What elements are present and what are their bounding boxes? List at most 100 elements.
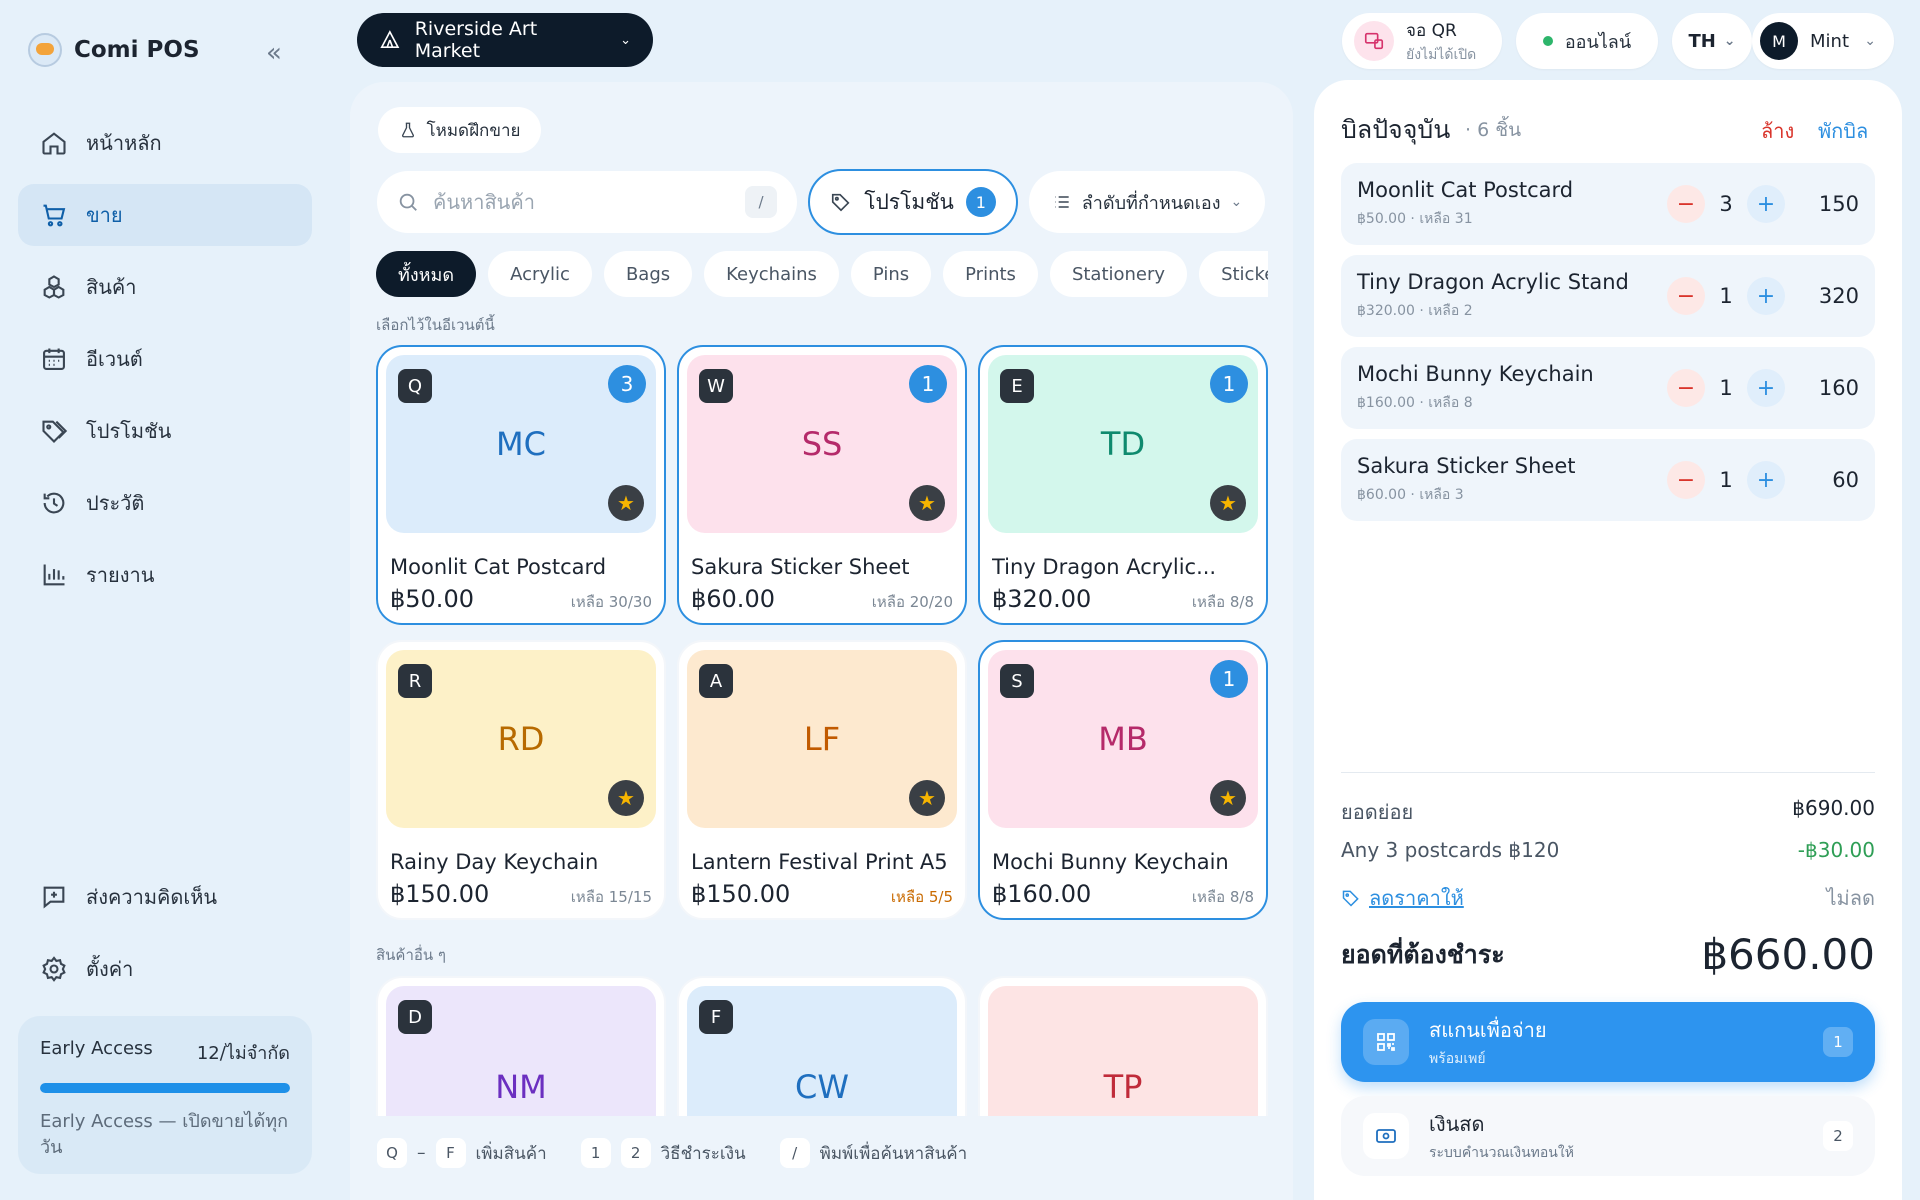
star-icon[interactable]: ★ xyxy=(1210,780,1246,816)
category-tab-stationery[interactable]: Stationery xyxy=(1049,251,1188,297)
product-card[interactable]: F CW xyxy=(677,976,967,1116)
sidebar-item-label: ตั้งค่า xyxy=(86,957,134,981)
increase-quantity-button[interactable]: + xyxy=(1747,461,1785,499)
bill-line: Tiny Dragon Acrylic Stand ฿320.00 · เหลือ… xyxy=(1341,255,1875,337)
category-tab-keychains[interactable]: Keychains xyxy=(704,251,839,297)
decrease-quantity-button[interactable]: − xyxy=(1667,461,1705,499)
category-tab-prints[interactable]: Prints xyxy=(943,251,1038,297)
hold-bill-button[interactable]: พักบิล xyxy=(1818,119,1869,143)
language-selector[interactable]: TH ⌄ xyxy=(1672,13,1752,69)
product-card[interactable]: E 1 TD ★ Tiny Dragon Acrylic... ฿320.00 เหลือ … xyxy=(978,345,1268,625)
shortcut-key: Q xyxy=(377,1138,407,1168)
cart-icon xyxy=(43,204,66,227)
amount-due-value: ฿660.00 xyxy=(1701,930,1875,979)
search-input[interactable]: ค้นหาสินค้า xyxy=(433,190,535,214)
sidebar-item-promotions[interactable]: โปรโมชัน xyxy=(18,400,312,462)
user-menu[interactable]: M Mint ⌄ xyxy=(1752,13,1894,69)
sidebar-item-events[interactable]: อีเวนต์ xyxy=(18,328,312,390)
gear-icon xyxy=(42,956,66,982)
product-shortcut-key: Q xyxy=(398,369,432,403)
discount-row: ลดราคาให้ ไม่ลด xyxy=(1341,882,1875,914)
sidebar-item-label: ส่งความคิดเห็น xyxy=(86,885,218,909)
star-icon[interactable]: ★ xyxy=(909,780,945,816)
product-thumbnail: S 1 MB ★ xyxy=(988,650,1258,828)
quantity-stepper: −1 + xyxy=(1667,369,1785,407)
increase-quantity-button[interactable]: + xyxy=(1747,185,1785,223)
product-card[interactable]: A LF ★ Lantern Festival Print A5 ฿150.00 เหลื… xyxy=(677,640,967,920)
bill-line-detail: ฿160.00 · เหลือ 8 xyxy=(1357,395,1473,411)
sidebar-item-history[interactable]: ประวัติ xyxy=(18,472,312,534)
bill-line: Sakura Sticker Sheet ฿60.00 · เหลือ 3 −1 +6… xyxy=(1341,439,1875,521)
product-card[interactable]: S 1 MB ★ Mochi Bunny Keychain ฿160.00 เหลือ 8/… xyxy=(978,640,1268,920)
pay-cash-button[interactable]: เงินสด ระบบคำนวณเงินทอนให้ 2 xyxy=(1341,1096,1875,1176)
product-stock: เหลือ 5/5 xyxy=(890,888,953,906)
bill-line-total: 150 xyxy=(1818,192,1859,216)
sidebar-item-settings[interactable]: ตั้งค่า xyxy=(18,938,312,1000)
qr-screen-icon xyxy=(1354,21,1394,61)
decrease-quantity-button[interactable]: − xyxy=(1667,185,1705,223)
shortcut-key: 1 xyxy=(580,1138,611,1168)
plan-usage: 12/ไม่จำกัด xyxy=(196,1043,290,1064)
feedback-icon xyxy=(43,886,65,909)
decrease-quantity-button[interactable]: − xyxy=(1667,369,1705,407)
bill-item-count: · 6 ชิ้น xyxy=(1465,119,1522,141)
search-box[interactable]: ค้นหาสินค้า / xyxy=(377,171,797,233)
star-icon[interactable]: ★ xyxy=(608,780,644,816)
category-tab-pins[interactable]: Pins xyxy=(850,251,932,297)
section-heading-other: สินค้าอื่น ๆ xyxy=(376,946,446,964)
promotion-applied-label: Any 3 postcards ฿120 xyxy=(1341,838,1560,862)
product-card[interactable]: Q 3 MC ★ Moonlit Cat Postcard ฿50.00 เหลือ 30/… xyxy=(376,345,666,625)
event-selector[interactable]: Riverside Art Market ⌄ xyxy=(357,13,653,67)
online-status[interactable]: ออนไลน์ xyxy=(1516,13,1658,69)
promotion-filter-button[interactable]: โปรโมชัน 1 xyxy=(808,169,1018,235)
category-tabs: ทั้งหมด Acrylic Bags Keychains Pins Prin… xyxy=(376,251,1268,297)
product-price: ฿50.00 xyxy=(390,585,474,613)
sidebar-item-products[interactable]: สินค้า xyxy=(18,256,312,318)
increase-quantity-button[interactable]: + xyxy=(1747,277,1785,315)
sort-selector[interactable]: ลำดับที่กำหนดเอง ⌄ xyxy=(1029,171,1265,233)
category-tab-all[interactable]: ทั้งหมด xyxy=(376,251,477,297)
product-card[interactable]: D NM xyxy=(376,976,666,1116)
category-tab-bags[interactable]: Bags xyxy=(603,251,693,297)
star-icon[interactable]: ★ xyxy=(909,485,945,521)
product-card[interactable]: TP xyxy=(978,976,1268,1116)
bill-line-name: Tiny Dragon Acrylic Stand xyxy=(1357,270,1629,294)
qr-display-button[interactable]: จอ QR ยังไม่ได้เปิด xyxy=(1342,13,1502,69)
summary-divider xyxy=(1341,772,1875,773)
section-heading-pinned: เลือกไว้ในอีเวนต์นี้ xyxy=(376,316,495,334)
tent-icon xyxy=(380,30,400,49)
user-name: Mint xyxy=(1810,30,1849,52)
sidebar-item-home[interactable]: หน้าหลัก xyxy=(18,112,312,174)
discount-link[interactable]: ลดราคาให้ xyxy=(1341,882,1464,914)
category-tab-stickers[interactable]: Stickers xyxy=(1199,251,1268,297)
star-icon[interactable]: ★ xyxy=(608,485,644,521)
bill-line-quantity: 1 xyxy=(1719,468,1733,492)
sidebar-item-label: ประวัติ xyxy=(86,491,145,515)
product-initials: TP xyxy=(1103,1068,1143,1106)
star-icon[interactable]: ★ xyxy=(1210,485,1246,521)
quantity-stepper: −1 + xyxy=(1667,461,1785,499)
subtotal-row: ยอดย่อย ฿690.00 xyxy=(1341,796,1875,828)
sidebar-item-reports[interactable]: รายงาน xyxy=(18,544,312,606)
collapse-sidebar-icon[interactable]: « xyxy=(266,38,282,68)
sidebar-bottom-nav: ส่งความคิดเห็น ตั้งค่า xyxy=(18,866,312,1010)
product-card[interactable]: W 1 SS ★ Sakura Sticker Sheet ฿60.00 เหลือ 20/… xyxy=(677,345,967,625)
pay-qr-button[interactable]: สแกนเพื่อจ่าย พร้อมเพย์ 1 xyxy=(1341,1002,1875,1082)
category-tab-acrylic[interactable]: Acrylic xyxy=(488,251,592,297)
product-thumbnail: E 1 TD ★ xyxy=(988,355,1258,533)
sidebar-item-sell[interactable]: ขาย xyxy=(18,184,312,246)
product-initials: MB xyxy=(1098,720,1148,758)
sidebar-item-label: โปรโมชัน xyxy=(86,419,172,443)
increase-quantity-button[interactable]: + xyxy=(1747,369,1785,407)
product-thumbnail: R RD ★ xyxy=(386,650,656,828)
product-thumbnail: D NM xyxy=(386,986,656,1116)
training-mode-button[interactable]: โหมดฝึกขาย xyxy=(378,107,541,153)
product-card[interactable]: R RD ★ Rainy Day Keychain ฿150.00 เหลือ 15/15 xyxy=(376,640,666,920)
product-shortcut-key: D xyxy=(398,1000,432,1034)
decrease-quantity-button[interactable]: − xyxy=(1667,277,1705,315)
cart-quantity-badge: 1 xyxy=(909,365,947,403)
clear-bill-button[interactable]: ล้าง xyxy=(1761,119,1795,143)
product-price: ฿150.00 xyxy=(691,880,791,908)
product-name: Rainy Day Keychain xyxy=(390,850,599,874)
sidebar-item-feedback[interactable]: ส่งความคิดเห็น xyxy=(18,866,312,928)
